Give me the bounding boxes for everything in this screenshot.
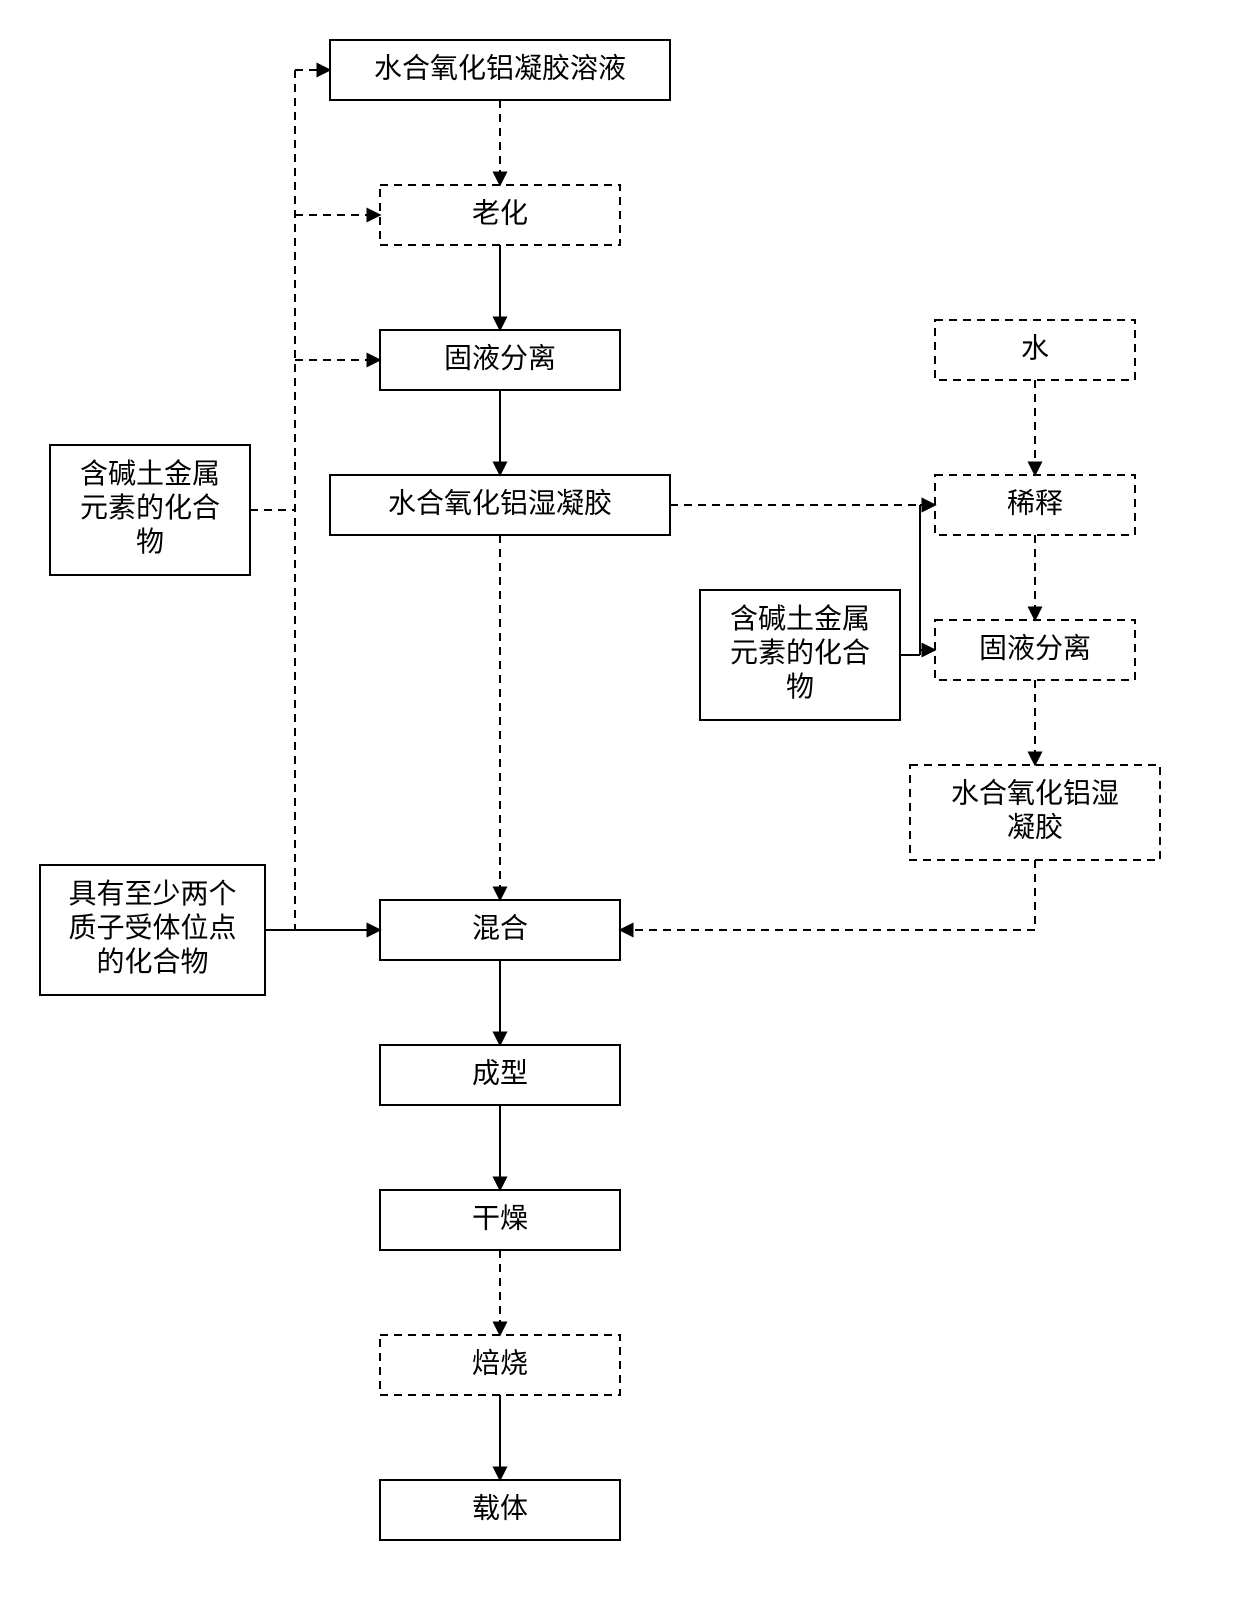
label-n6: 成型 bbox=[472, 1057, 528, 1088]
label-r0: 水 bbox=[1021, 332, 1049, 363]
label-n9: 载体 bbox=[472, 1492, 528, 1523]
label-r1: 稀释 bbox=[1007, 487, 1063, 518]
label-n3: 固液分离 bbox=[444, 342, 556, 373]
label-n4: 水合氧化铝湿凝胶 bbox=[388, 487, 612, 518]
label-r2: 固液分离 bbox=[979, 632, 1091, 663]
elbow-r3-n5 bbox=[620, 860, 1035, 930]
flowchart: 水合氧化铝凝胶溶液老化固液分离水合氧化铝湿凝胶混合成型干燥焙烧载体含碱土金属元素… bbox=[0, 0, 1240, 1620]
label-n8: 焙烧 bbox=[472, 1347, 528, 1378]
label-n2: 老化 bbox=[472, 197, 528, 228]
label-n7: 干燥 bbox=[472, 1202, 528, 1233]
label-n5: 混合 bbox=[472, 912, 528, 943]
label-n1: 水合氧化铝凝胶溶液 bbox=[374, 52, 626, 83]
